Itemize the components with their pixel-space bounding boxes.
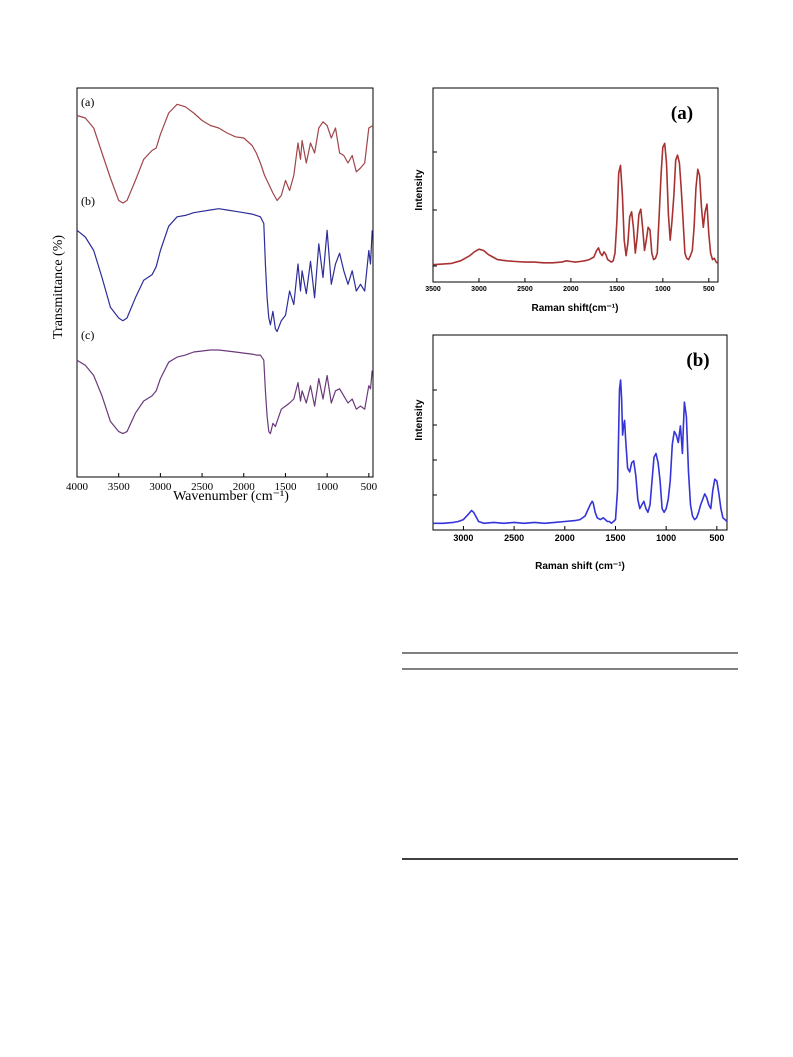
ftir-x-tick-label: 4000	[66, 481, 89, 493]
raman-b-x-tick-label: 1000	[656, 533, 676, 543]
ftir-y-axis-label: Transmittance (%)	[51, 235, 66, 339]
ftir-series	[76, 103, 374, 435]
raman-b-x-tick-label: 3000	[453, 533, 473, 543]
raman-b-title: (b)	[686, 350, 709, 371]
raman-a-x-tick-label: 500	[703, 286, 715, 293]
raman-a-spectrum-line	[432, 142, 719, 266]
raman-b-x-tick-label: 1500	[605, 533, 625, 543]
raman-a-x-tick-label: 3500	[425, 286, 441, 293]
ftir-x-tick-label: 3500	[108, 481, 131, 493]
ftir-series-b-line	[76, 208, 373, 333]
raman-a-x-tick-label: 2500	[517, 286, 533, 293]
ftir-x-tick-label: 2000	[233, 481, 256, 493]
raman-a-x-tick-label: 1000	[655, 286, 671, 293]
ftir-x-ticks: 4000 3500 3000 2500 2000 1500 1000 500	[66, 473, 378, 493]
raman-a-x-tick-label: 2000	[563, 286, 579, 293]
raman-b-x-tick-label: 2000	[555, 533, 575, 543]
raman-b-series	[433, 379, 728, 525]
ftir-series-a-line	[76, 103, 374, 204]
ftir-series-c-line	[76, 349, 373, 435]
raman-b-x-tick-label: 500	[709, 533, 724, 543]
ftir-x-tick-label: 500	[361, 481, 378, 493]
raman-a-y-axis-label: Intensity	[414, 169, 425, 211]
raman-b-y-axis-label: Intensity	[414, 399, 425, 441]
raman-a-series	[432, 142, 719, 266]
ftir-x-axis-label: Wavenumber (cm⁻¹)	[173, 489, 289, 504]
ftir-series-label-b: (b)	[81, 194, 95, 208]
ftir-chart: 4000 3500 3000 2500 2000 1500 1000 500 (a) (b) …	[51, 87, 378, 504]
raman-a-title: (a)	[671, 103, 693, 124]
table-rules	[402, 652, 738, 860]
ftir-x-tick-label: 2500	[191, 481, 214, 493]
raman-b-spectrum-line	[433, 379, 728, 525]
ftir-x-tick-label: 1500	[274, 481, 297, 493]
raman-a-chart: 3500 3000 2500 2000 1500 1000 500 (a) Raman sh…	[414, 87, 719, 314]
raman-a-ticks: 3500 3000 2500 2000 1500 1000 500	[425, 151, 715, 293]
ftir-series-label-c: (c)	[81, 328, 94, 342]
raman-a-x-axis-label: Raman shift(cm⁻¹)	[532, 303, 619, 314]
raman-b-chart: 3000 2500 2000 1500 1000 500 (b) Raman shift …	[414, 334, 728, 572]
ftir-x-tick-label: 3000	[149, 481, 172, 493]
ftir-series-label-a: (a)	[81, 95, 94, 109]
ftir-frame	[76, 87, 374, 478]
raman-b-ticks: 3000 2500 2000 1500 1000 500	[433, 389, 724, 543]
raman-b-x-axis-label: Raman shift (cm⁻¹)	[535, 561, 625, 572]
raman-b-frame	[432, 334, 728, 531]
ftir-x-tick-label: 1000	[316, 481, 339, 493]
raman-a-frame	[432, 87, 719, 283]
raman-a-x-tick-label: 3000	[471, 286, 487, 293]
raman-b-x-tick-label: 2500	[504, 533, 524, 543]
raman-a-x-tick-label: 1500	[609, 286, 625, 293]
